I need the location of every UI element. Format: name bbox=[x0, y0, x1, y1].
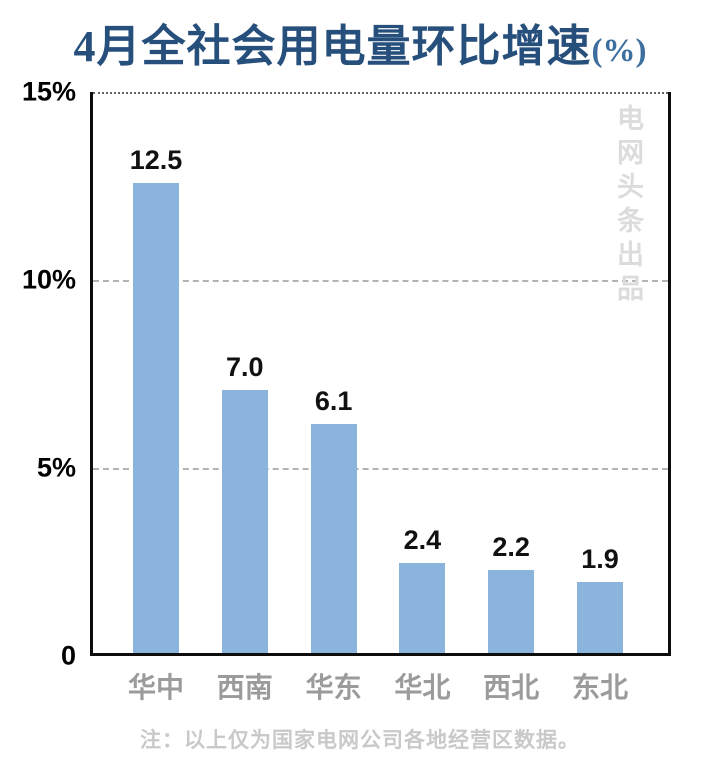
x-axis-category-label: 西南 bbox=[216, 672, 273, 703]
y-axis-tick-label: 5% bbox=[36, 452, 76, 483]
bar-group-西北: 2.2 西北 bbox=[483, 92, 539, 703]
bar bbox=[399, 563, 446, 653]
bar-value-label: 2.4 bbox=[403, 525, 442, 555]
bar bbox=[310, 424, 357, 653]
watermark-text: 电网头条出品 bbox=[613, 104, 643, 308]
bar-value-label: 7.0 bbox=[226, 352, 264, 382]
bar-value-label: 6.1 bbox=[314, 386, 353, 416]
bar-group-华东: 6.1 华东 bbox=[306, 92, 362, 703]
bar-value-label: 2.2 bbox=[492, 532, 530, 562]
bar-value-label: 1.9 bbox=[581, 544, 619, 574]
x-axis-category-label: 西北 bbox=[483, 672, 540, 703]
bar-group-东北: 1.9 东北 bbox=[572, 92, 628, 703]
chart-title-unit: (%) bbox=[591, 33, 647, 69]
plot-area: 电网头条出品 12.5 华中 7.0 西南 6.1 华东 2.4 华北 2.2 西北 1.9 东北 0… bbox=[22, 77, 671, 703]
bar-group-华中: 12.5 华中 bbox=[128, 92, 184, 703]
bar bbox=[576, 582, 623, 653]
y-axis-tick-label: 0 bbox=[60, 640, 76, 671]
chart-title-text: 4月全社会用电量环比增速 bbox=[73, 22, 592, 71]
bar bbox=[221, 390, 268, 653]
bars-container: 12.5 华中 7.0 西南 6.1 华东 2.4 华北 2.2 西北 1.9 东北 bbox=[93, 92, 668, 703]
gridline-15 bbox=[93, 92, 668, 94]
x-axis-category-label: 华东 bbox=[305, 672, 362, 703]
gridline-10 bbox=[93, 280, 668, 282]
y-axis-tick-label: 15% bbox=[21, 76, 76, 107]
footnote: 注：以上仅为国家电网公司各地经营区数据。 bbox=[140, 728, 580, 752]
bar-group-西南: 7.0 西南 bbox=[217, 92, 273, 703]
chart-title: 4月全社会用电量环比增速(%) bbox=[0, 10, 720, 74]
bar bbox=[133, 183, 179, 653]
bar bbox=[488, 570, 535, 653]
x-axis-category-label: 华北 bbox=[394, 672, 451, 703]
bar-value-label: 12.5 bbox=[129, 145, 183, 175]
x-axis-category-label: 东北 bbox=[571, 672, 628, 703]
bar-group-华北: 2.4 华北 bbox=[394, 92, 450, 703]
gridline-5 bbox=[93, 468, 668, 470]
y-axis-tick-label: 10% bbox=[21, 264, 76, 295]
x-axis-category-label: 华中 bbox=[127, 672, 185, 703]
